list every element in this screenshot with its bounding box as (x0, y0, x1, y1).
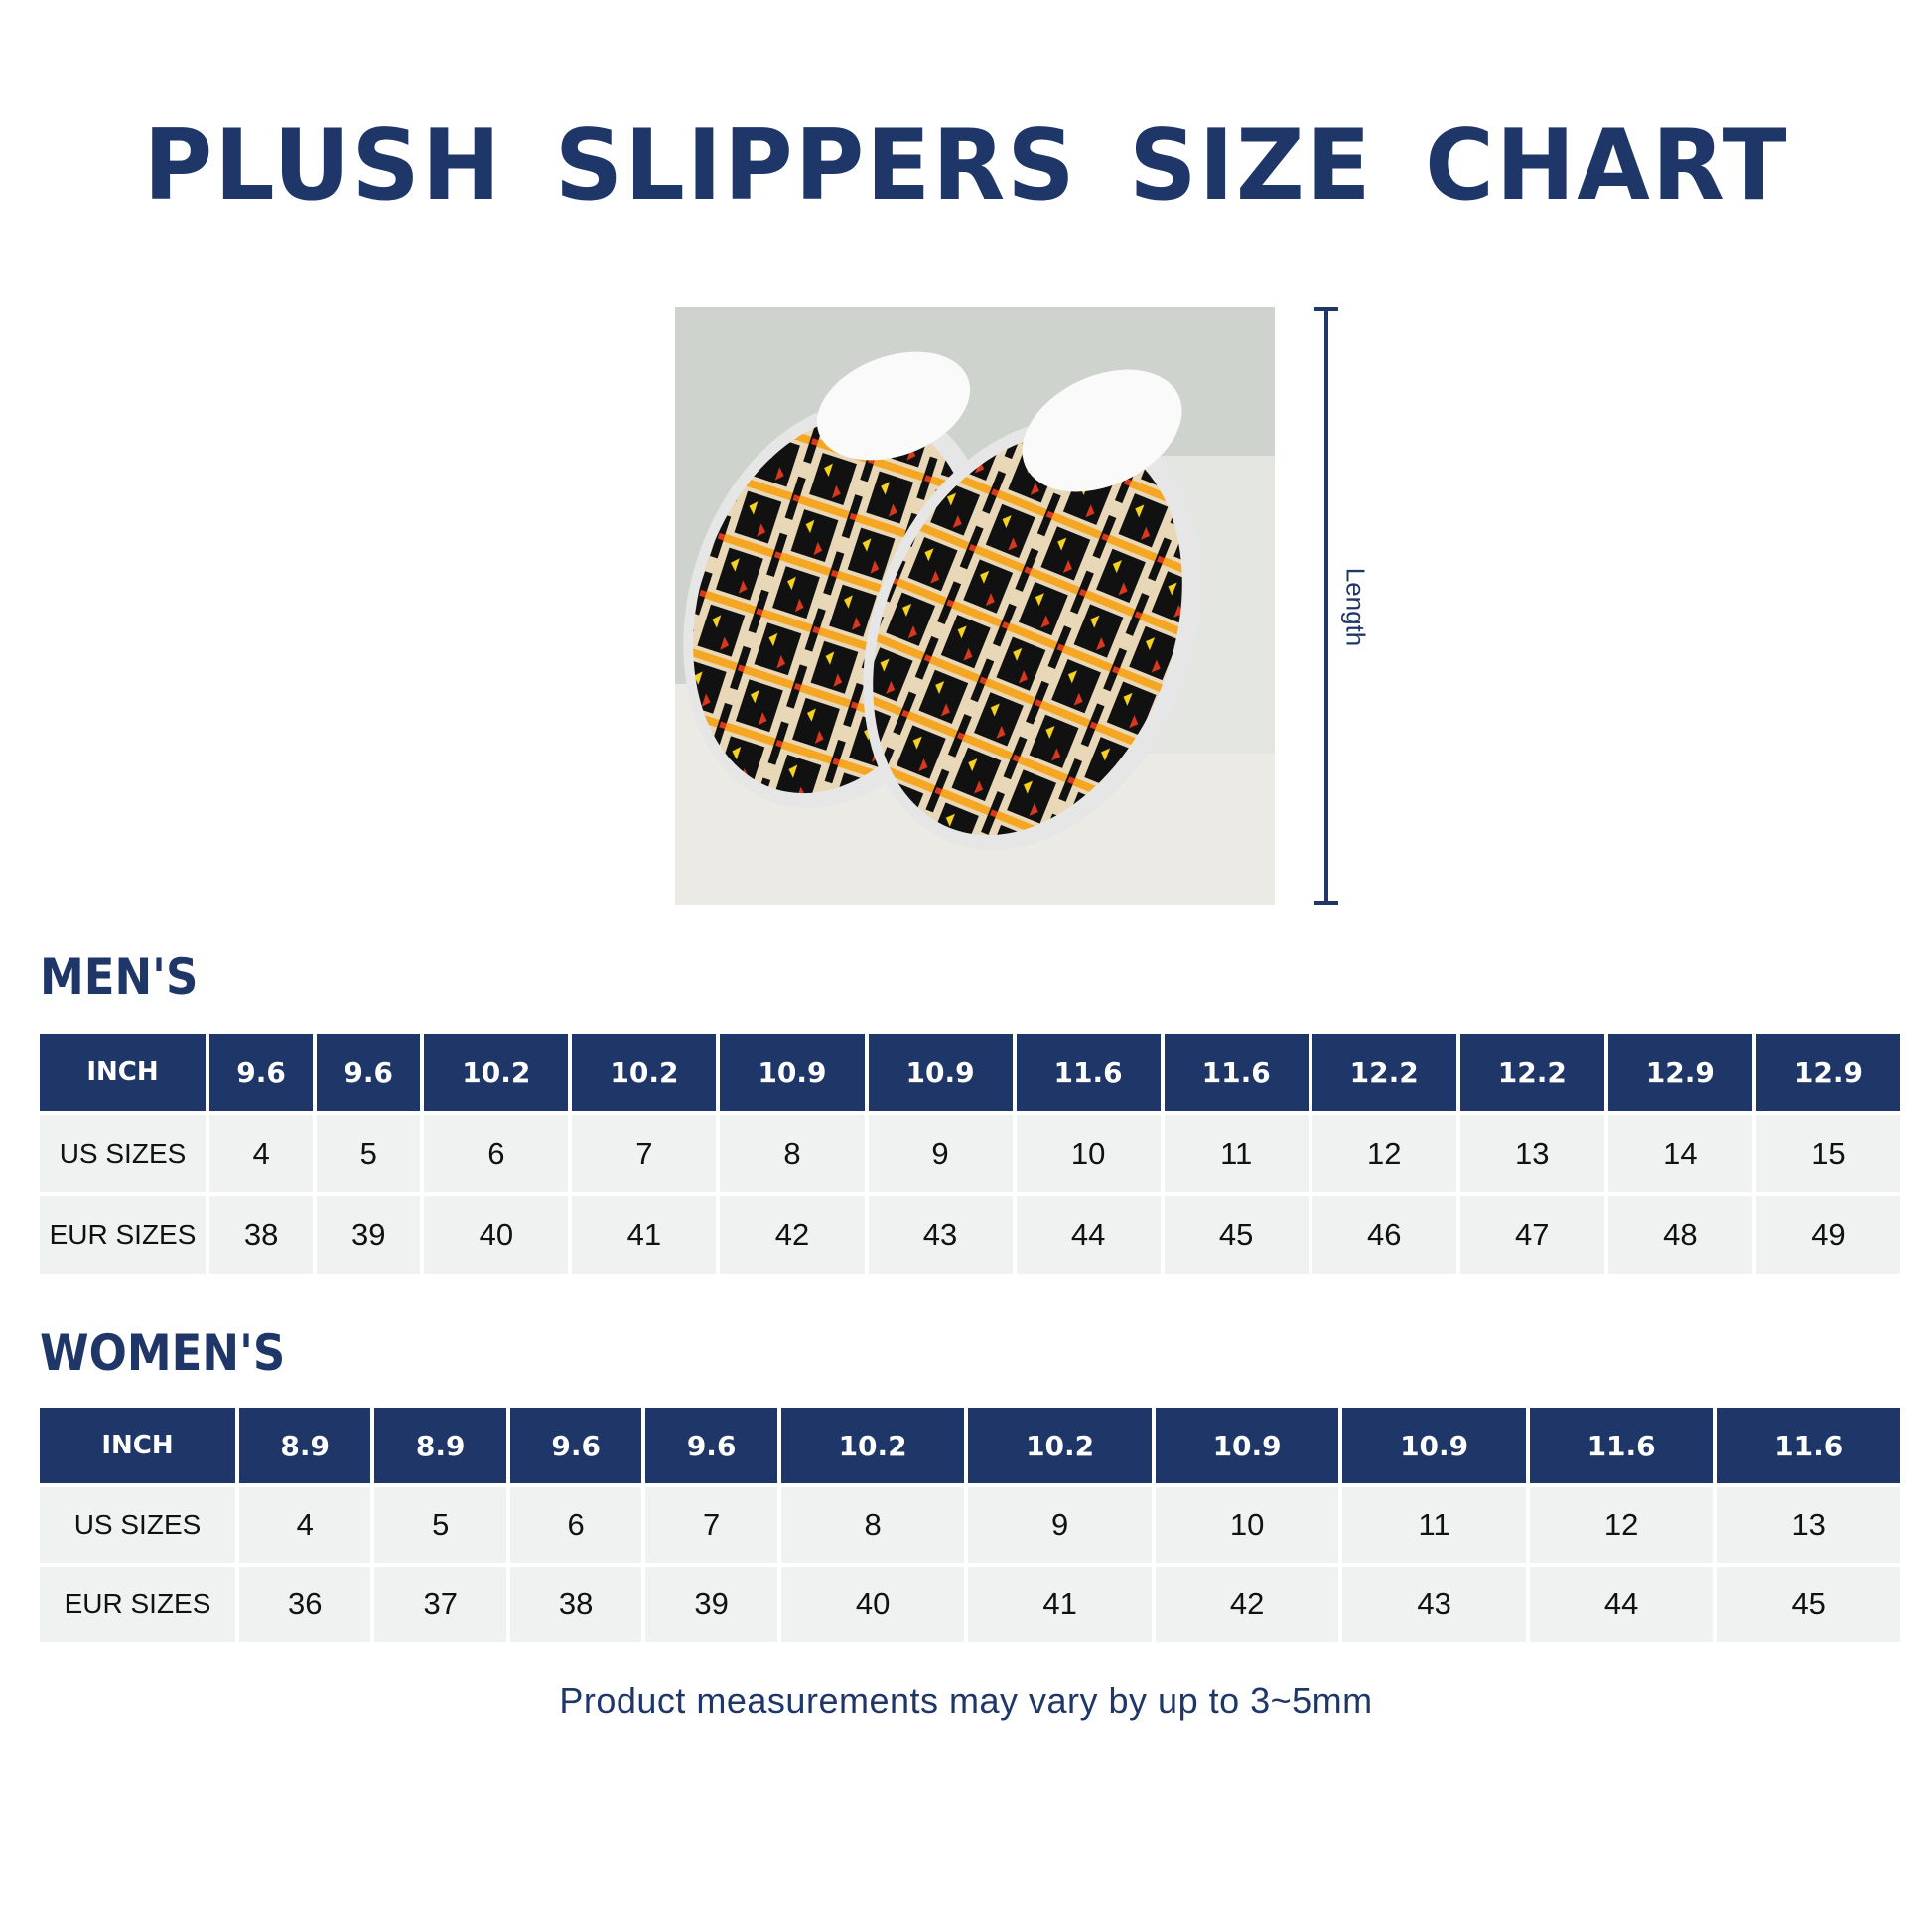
us-cell: 15 (1755, 1115, 1900, 1192)
length-cap-bottom (1314, 901, 1338, 905)
eur-cell: 39 (645, 1567, 777, 1642)
eur-cell: 42 (720, 1196, 865, 1274)
inch-cell: 10.2 (424, 1034, 569, 1111)
us-cell: 4 (239, 1487, 371, 1563)
inch-cell: 11.6 (1529, 1408, 1714, 1483)
measurement-note: Product measurements may vary by up to 3… (559, 1680, 1373, 1721)
inch-cell: 9.6 (209, 1034, 314, 1111)
us-cell: 10 (1155, 1487, 1339, 1563)
eur-cell: 38 (209, 1196, 314, 1274)
us-cell: 9 (968, 1487, 1152, 1563)
inch-cell: 12.2 (1311, 1034, 1456, 1111)
us-cell: 9 (868, 1115, 1013, 1192)
eur-cell: 39 (317, 1196, 421, 1274)
inch-cell: 10.9 (1155, 1408, 1339, 1483)
row-label: US SIZES (40, 1115, 206, 1192)
eur-cell: 49 (1755, 1196, 1900, 1274)
us-row: US SIZES 4 5 6 7 8 9 10 11 12 13 (40, 1487, 1900, 1563)
inch-cell: 11.6 (1717, 1408, 1900, 1483)
eur-cell: 43 (1342, 1567, 1526, 1642)
eur-cell: 41 (968, 1567, 1152, 1642)
us-cell: 5 (317, 1115, 421, 1192)
row-label: INCH (40, 1408, 235, 1483)
length-label: Length (1340, 567, 1371, 647)
us-cell: 5 (374, 1487, 506, 1563)
row-label: EUR SIZES (40, 1567, 235, 1642)
row-label: EUR SIZES (40, 1196, 206, 1274)
inch-row: INCH 8.9 8.9 9.6 9.6 10.2 10.2 10.9 10.9 11.6 11.6 (40, 1408, 1900, 1483)
us-cell: 13 (1717, 1487, 1900, 1563)
eur-cell: 43 (868, 1196, 1013, 1274)
us-cell: 13 (1459, 1115, 1604, 1192)
inch-cell: 11.6 (1164, 1034, 1309, 1111)
inch-cell: 10.2 (780, 1408, 965, 1483)
eur-cell: 36 (239, 1567, 371, 1642)
us-cell: 11 (1164, 1115, 1309, 1192)
us-cell: 7 (645, 1487, 777, 1563)
inch-cell: 9.6 (509, 1408, 642, 1483)
length-indicator (1324, 307, 1328, 905)
us-cell: 8 (720, 1115, 865, 1192)
eur-cell: 45 (1164, 1196, 1309, 1274)
eur-cell: 44 (1016, 1196, 1161, 1274)
us-cell: 14 (1607, 1115, 1752, 1192)
us-cell: 10 (1016, 1115, 1161, 1192)
inch-cell: 10.2 (572, 1034, 717, 1111)
us-cell: 12 (1529, 1487, 1714, 1563)
inch-row: INCH 9.6 9.6 10.2 10.2 10.9 10.9 11.6 11.6 12.2 12… (40, 1034, 1900, 1111)
mens-size-table: INCH 9.6 9.6 10.2 10.2 10.9 10.9 11.6 11.6 12.2 12… (36, 1030, 1904, 1278)
us-cell: 7 (572, 1115, 717, 1192)
page-title: PLUSH SLIPPERS SIZE CHART (143, 109, 1789, 222)
womens-heading: WOMEN'S (40, 1324, 286, 1382)
slippers-photo (675, 307, 1275, 905)
row-label: US SIZES (40, 1487, 235, 1563)
inch-cell: 10.2 (968, 1408, 1152, 1483)
eur-cell: 45 (1717, 1567, 1900, 1642)
eur-cell: 48 (1607, 1196, 1752, 1274)
inch-cell: 12.2 (1459, 1034, 1604, 1111)
inch-cell: 9.6 (317, 1034, 421, 1111)
womens-size-table: INCH 8.9 8.9 9.6 9.6 10.2 10.2 10.9 10.9 11.6 11.6… (36, 1404, 1904, 1646)
us-cell: 6 (509, 1487, 642, 1563)
eur-cell: 46 (1311, 1196, 1456, 1274)
inch-cell: 10.9 (868, 1034, 1013, 1111)
inch-cell: 12.9 (1607, 1034, 1752, 1111)
eur-cell: 40 (780, 1567, 965, 1642)
inch-cell: 8.9 (374, 1408, 506, 1483)
eur-cell: 44 (1529, 1567, 1714, 1642)
eur-row: EUR SIZES 36 37 38 39 40 41 42 43 44 45 (40, 1567, 1900, 1642)
eur-cell: 47 (1459, 1196, 1604, 1274)
inch-cell: 9.6 (645, 1408, 777, 1483)
inch-cell: 12.9 (1755, 1034, 1900, 1111)
inch-cell: 11.6 (1016, 1034, 1161, 1111)
row-label: INCH (40, 1034, 206, 1111)
us-cell: 4 (209, 1115, 314, 1192)
inch-cell: 10.9 (720, 1034, 865, 1111)
eur-cell: 37 (374, 1567, 506, 1642)
inch-cell: 8.9 (239, 1408, 371, 1483)
eur-cell: 42 (1155, 1567, 1339, 1642)
us-cell: 6 (424, 1115, 569, 1192)
inch-cell: 10.9 (1342, 1408, 1526, 1483)
us-cell: 8 (780, 1487, 965, 1563)
us-row: US SIZES 4 5 6 7 8 9 10 11 12 13 14 15 (40, 1115, 1900, 1192)
us-cell: 11 (1342, 1487, 1526, 1563)
length-cap-top (1314, 307, 1338, 311)
mens-heading: MEN'S (40, 948, 199, 1006)
eur-row: EUR SIZES 38 39 40 41 42 43 44 45 46 47 48 49 (40, 1196, 1900, 1274)
eur-cell: 41 (572, 1196, 717, 1274)
eur-cell: 38 (509, 1567, 642, 1642)
us-cell: 12 (1311, 1115, 1456, 1192)
eur-cell: 40 (424, 1196, 569, 1274)
